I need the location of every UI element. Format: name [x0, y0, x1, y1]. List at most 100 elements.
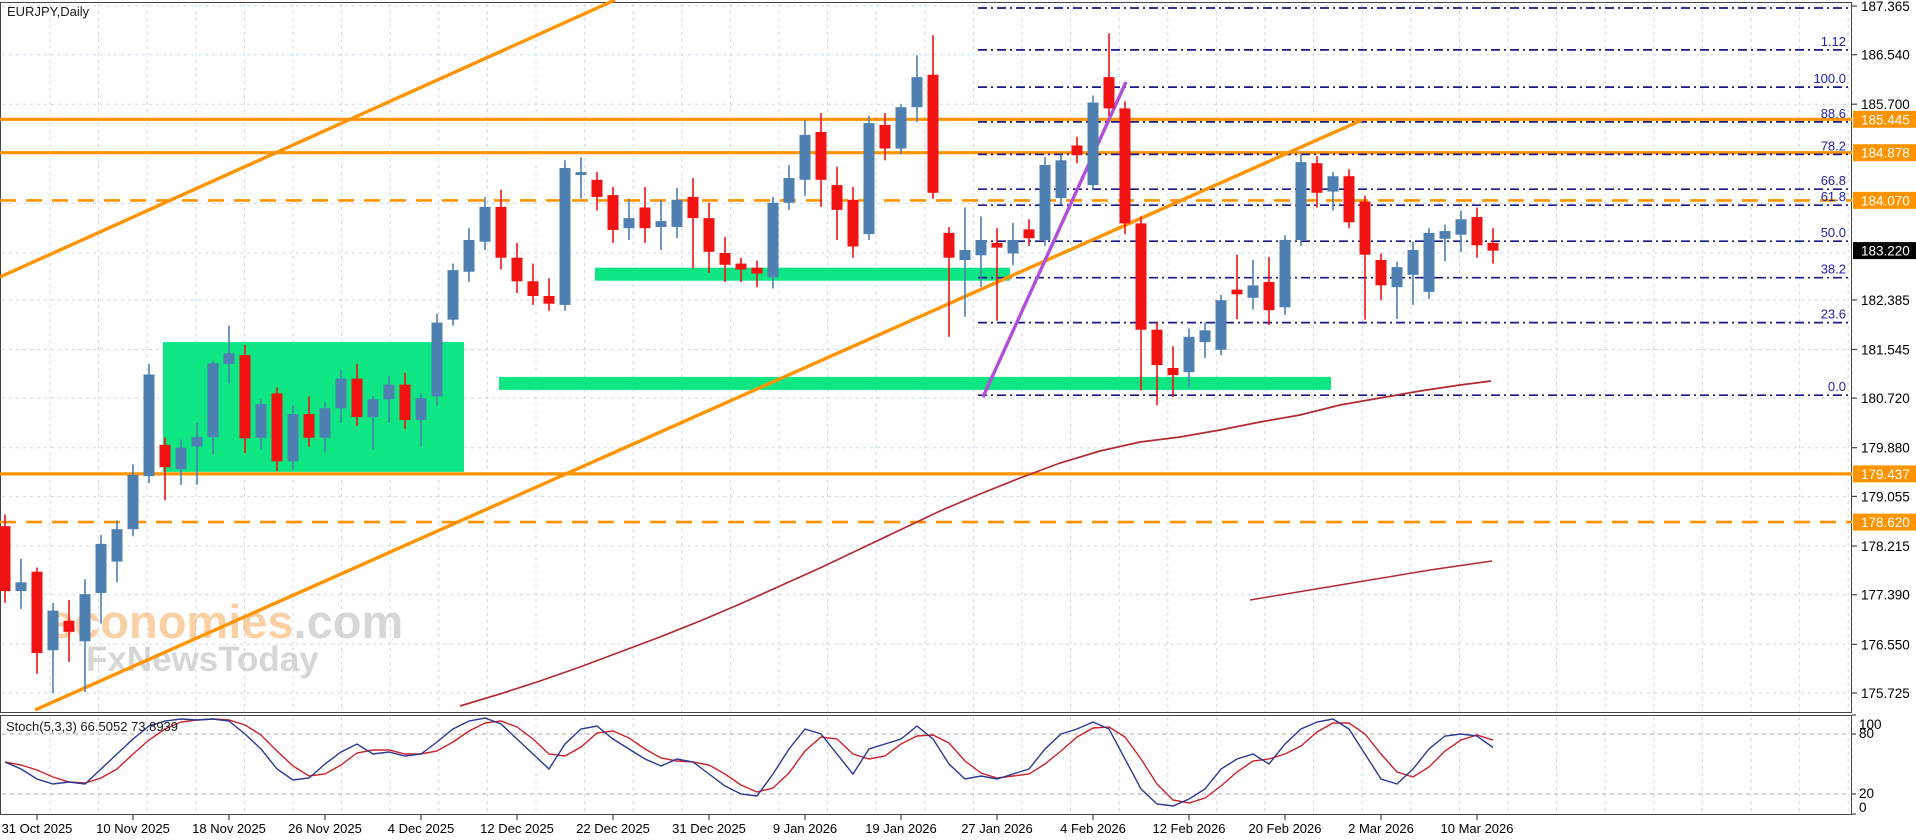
purple-swing-line	[981, 81, 1128, 398]
price-box-value: 184.878	[1861, 146, 1910, 161]
price-axis-label: 175.725	[1861, 686, 1910, 701]
candle-body-bull	[1391, 267, 1403, 288]
date-label: 4 Dec 2025	[388, 821, 455, 836]
candle-body-bear	[495, 206, 507, 258]
candle-body-bear	[1375, 260, 1387, 286]
price-axis-label: 179.880	[1861, 441, 1910, 456]
candle-body-bear	[1487, 242, 1499, 251]
date-label: 22 Dec 2025	[576, 821, 650, 836]
time-axis[interactable]: 31 Oct 2025 10 Nov 2025 18 Nov 2025 26 Nov …	[2, 815, 1514, 836]
candle-body-bull	[959, 250, 971, 260]
date-label: 27 Jan 2026	[961, 821, 1033, 836]
candlesticks[interactable]	[0, 33, 1499, 694]
candle-body-bear	[687, 196, 699, 219]
price-axis[interactable]: 187.365 186.540 185.700 182.385 181.545 180.7…	[1852, 0, 1916, 701]
date-label: 9 Jan 2026	[773, 821, 837, 836]
candle-body-bull	[1279, 240, 1291, 308]
candle-body-bear	[511, 257, 523, 282]
date-label: 31 Oct 2025	[2, 821, 73, 836]
price-axis-label: 179.055	[1861, 489, 1910, 504]
candle-body-bull	[223, 353, 235, 364]
candle-body-bear	[703, 218, 715, 252]
candle-body-bull	[1295, 162, 1307, 240]
candle-body-bull	[575, 172, 587, 176]
candle-body-bull	[1247, 285, 1259, 298]
candle-body-bear	[1263, 281, 1275, 311]
candle-body-bull	[911, 77, 923, 108]
candle-body-bull	[1327, 176, 1339, 192]
candle-body-bull	[319, 408, 331, 438]
candle-body-bear	[1151, 329, 1163, 366]
candle-body-bull	[671, 199, 683, 227]
candle-body-bear	[63, 620, 75, 632]
price-box-value: 185.445	[1861, 112, 1910, 127]
stochastic-panel[interactable]	[0, 715, 1852, 815]
candle-body-bull	[559, 168, 571, 305]
candle-body-bull	[623, 218, 635, 229]
stochastic-main-line	[4, 717, 1494, 807]
fib-label-0.0: 0.0	[1828, 379, 1846, 394]
price-box-value: 178.620	[1861, 515, 1910, 530]
candle-body-bear	[639, 207, 651, 229]
fib-label-78.2: 78.2	[1821, 138, 1846, 153]
fib-label-100.0: 100.0	[1813, 71, 1846, 86]
candle-body-bear	[1311, 163, 1323, 193]
stoch-scale-label: 0	[1859, 800, 1867, 815]
candle-body-bear	[271, 393, 283, 462]
candle-body-bull	[863, 123, 875, 235]
candle-body-bull	[111, 529, 123, 562]
stoch-scale-label: 80	[1859, 726, 1874, 741]
candle-body-bull	[383, 384, 395, 400]
candle-body-bear	[0, 526, 11, 592]
price-level-box	[1853, 513, 1916, 531]
price-axis-label: 177.390	[1861, 588, 1910, 603]
candle-body-bull	[895, 107, 907, 149]
candle-body-bull	[1423, 232, 1435, 292]
zone-support-bar-lower[interactable]	[499, 376, 1331, 390]
candle-body-bear	[943, 232, 955, 258]
candle-body-bear	[879, 124, 891, 149]
candle-body-bear	[1023, 229, 1035, 239]
date-label: 12 Feb 2026	[1152, 821, 1225, 836]
price-axis-label: 180.720	[1861, 391, 1910, 406]
candle-body-bull	[95, 543, 107, 593]
steep-rising-channel-line	[0, 0, 616, 279]
stochastic-signal-line	[4, 718, 1494, 804]
watermark-fxnewstoday: FxNewsToday	[86, 640, 319, 679]
date-label: 19 Jan 2026	[865, 821, 937, 836]
candle-body-bull	[1199, 330, 1211, 343]
candle-body-bear	[735, 263, 747, 270]
zone-support-bar-upper[interactable]	[595, 267, 1010, 281]
price-axis-label: 181.545	[1861, 343, 1910, 358]
candle-body-bear	[831, 185, 843, 210]
candle-body-bull	[799, 134, 811, 180]
candle-body-bear	[239, 355, 251, 439]
stochastic-indicator-label: Stoch(5,3,3) 66.5052 73.8939	[6, 719, 179, 734]
fib-label-61.8: 61.8	[1821, 189, 1846, 204]
candle-body-bull	[783, 178, 795, 203]
candle-body-bear	[591, 179, 603, 197]
price-box-value: 183.220	[1861, 244, 1910, 259]
candle-body-bear	[1135, 223, 1147, 330]
date-label: 18 Nov 2025	[192, 821, 266, 836]
price-level-box	[1853, 110, 1916, 128]
candle-body-bull	[655, 221, 667, 227]
fib-label-38.2: 38.2	[1821, 262, 1846, 277]
candle-body-bull	[367, 399, 379, 417]
candle-body-bear	[719, 253, 731, 265]
candle-body-bull	[1407, 250, 1419, 275]
candle-body-bear	[1359, 201, 1371, 255]
candle-body-bull	[1183, 336, 1195, 373]
date-label: 10 Mar 2026	[1441, 821, 1514, 836]
candle-body-bull	[1215, 300, 1227, 350]
candle-body-bull	[255, 404, 267, 438]
price-axis-label: 187.365	[1861, 0, 1910, 14]
price-axis-label: 178.215	[1861, 539, 1910, 554]
candle-body-bear	[303, 414, 315, 438]
candle-body-bull	[463, 240, 475, 272]
date-label: 12 Dec 2025	[480, 821, 554, 836]
price-axis-label: 186.540	[1861, 48, 1910, 63]
